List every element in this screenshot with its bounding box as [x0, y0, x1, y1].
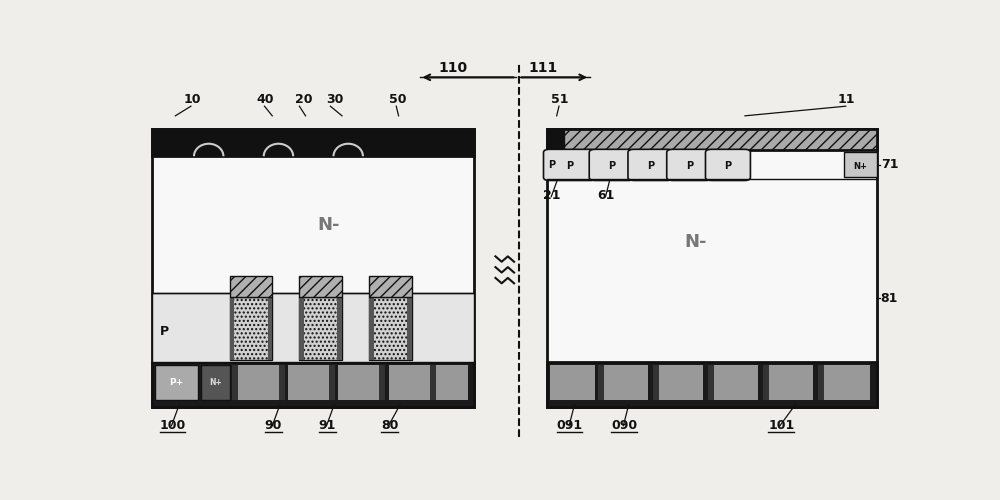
FancyBboxPatch shape [544, 150, 596, 180]
Bar [768, 365, 813, 400]
Bar [658, 365, 703, 400]
Text: 20: 20 [296, 93, 313, 106]
Text: 91: 91 [319, 418, 336, 432]
Bar [230, 297, 272, 360]
Bar [299, 297, 342, 360]
Bar [232, 365, 238, 400]
Text: N+: N+ [853, 162, 867, 171]
Bar [435, 365, 468, 400]
Bar [299, 297, 304, 360]
Bar [823, 365, 870, 400]
Bar [152, 362, 474, 406]
Text: P: P [608, 162, 615, 172]
Bar [279, 365, 285, 400]
Bar [369, 297, 412, 360]
Text: 71: 71 [881, 158, 898, 172]
Bar [547, 130, 877, 406]
Text: N-: N- [684, 233, 707, 251]
Text: P: P [724, 162, 732, 172]
Text: 101: 101 [768, 418, 794, 432]
Text: P: P [686, 162, 693, 172]
Text: P: P [566, 162, 573, 172]
Text: 51: 51 [551, 93, 569, 106]
Bar [338, 365, 381, 400]
Text: 50: 50 [388, 93, 406, 106]
Bar [708, 365, 714, 400]
Bar [388, 365, 431, 400]
Text: 090: 090 [611, 418, 637, 432]
FancyBboxPatch shape [705, 150, 750, 180]
Bar [230, 297, 234, 360]
Bar [550, 365, 595, 400]
Text: 90: 90 [264, 418, 282, 432]
Text: 81: 81 [881, 292, 898, 304]
Bar [379, 365, 385, 400]
Bar [547, 362, 877, 406]
Bar [237, 365, 280, 400]
Bar [152, 130, 474, 156]
Bar [230, 276, 272, 297]
Bar [288, 365, 330, 400]
Text: 110: 110 [439, 62, 468, 76]
Bar [603, 365, 648, 400]
Bar [201, 365, 230, 400]
Text: P+: P+ [169, 378, 184, 386]
FancyBboxPatch shape [628, 150, 673, 180]
Text: P: P [647, 162, 654, 172]
Text: 30: 30 [326, 93, 344, 106]
Text: 091: 091 [557, 418, 583, 432]
Bar [844, 152, 877, 178]
Bar [268, 297, 272, 360]
Bar [152, 130, 474, 406]
Bar [547, 130, 564, 150]
Text: 40: 40 [257, 93, 274, 106]
Bar [369, 297, 374, 360]
Bar [547, 130, 877, 150]
Bar [152, 293, 474, 362]
Bar [155, 365, 198, 400]
Bar [713, 365, 758, 400]
Text: 80: 80 [381, 418, 398, 432]
Text: 11: 11 [838, 93, 856, 106]
Text: N+: N+ [209, 378, 222, 386]
Bar [430, 365, 436, 400]
Bar [337, 297, 342, 360]
Text: 10: 10 [183, 93, 201, 106]
Bar [329, 365, 335, 400]
Bar [763, 365, 769, 400]
Bar [598, 365, 604, 400]
Text: 61: 61 [598, 190, 615, 202]
Bar [299, 276, 342, 297]
Bar [369, 276, 412, 297]
Bar [653, 365, 659, 400]
Bar [818, 365, 824, 400]
FancyBboxPatch shape [667, 150, 712, 180]
Text: N-: N- [318, 216, 340, 234]
FancyBboxPatch shape [589, 150, 634, 180]
Text: 100: 100 [160, 418, 186, 432]
Bar [407, 297, 412, 360]
Text: P: P [548, 160, 555, 170]
Text: 111: 111 [528, 62, 557, 76]
Text: 21: 21 [544, 190, 561, 202]
Text: P: P [160, 324, 169, 338]
